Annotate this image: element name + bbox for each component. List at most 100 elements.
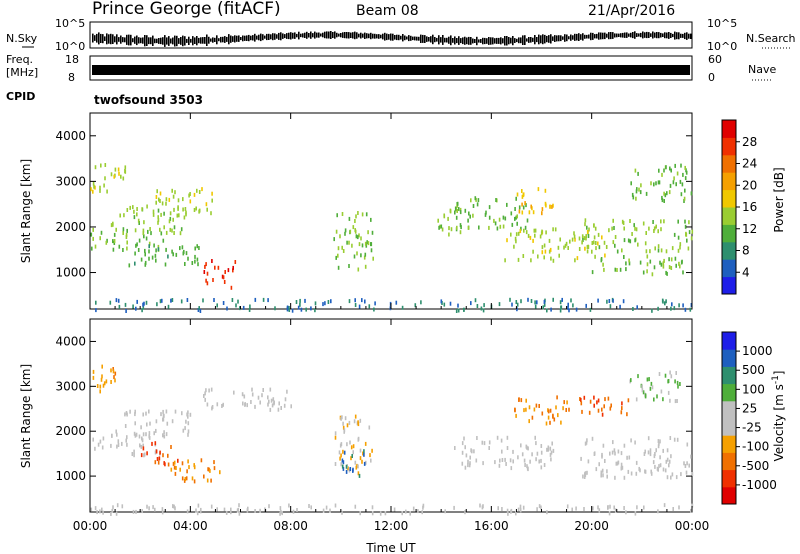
data-cell	[185, 251, 188, 256]
noise-sample	[346, 32, 348, 39]
noise-sample	[212, 37, 214, 43]
data-cell	[254, 509, 256, 513]
data-cell	[673, 437, 676, 442]
data-cell	[151, 441, 153, 446]
data-cell	[617, 449, 620, 454]
data-cell	[662, 397, 664, 402]
data-cell	[184, 262, 186, 266]
data-cell	[113, 232, 116, 237]
data-cell	[270, 398, 273, 403]
data-cell	[172, 252, 174, 257]
data-cell	[105, 379, 108, 384]
data-cell	[494, 460, 496, 465]
data-cell	[675, 182, 677, 187]
data-cell	[468, 211, 470, 216]
noise-sample	[260, 33, 262, 42]
noise-sample	[162, 37, 164, 45]
data-cell	[605, 245, 608, 249]
data-cell	[520, 443, 522, 448]
data-cell	[623, 506, 625, 510]
noise-sample	[402, 34, 404, 42]
data-cell	[210, 478, 212, 483]
data-cell	[516, 221, 518, 226]
data-cell	[496, 435, 499, 440]
data-cell	[115, 298, 118, 303]
data-cell	[467, 459, 469, 464]
data-cell	[659, 260, 661, 265]
data-cell	[299, 302, 301, 307]
data-cell	[172, 217, 174, 222]
colorbar-segment	[722, 172, 736, 191]
data-cell	[370, 248, 373, 253]
data-cell	[679, 245, 681, 250]
data-cell	[182, 251, 185, 256]
data-cell	[595, 241, 597, 245]
data-cell	[118, 171, 120, 176]
noise-sample	[292, 32, 294, 39]
noise-sample	[108, 34, 110, 44]
data-cell	[523, 458, 526, 463]
data-cell	[334, 462, 337, 466]
noise-sample	[232, 36, 234, 42]
data-cell	[177, 198, 180, 203]
data-cell	[366, 240, 368, 245]
data-cell	[330, 299, 332, 304]
data-cell	[684, 224, 687, 229]
data-cell	[467, 218, 469, 223]
data-cell	[142, 412, 144, 417]
data-cell	[524, 463, 526, 467]
data-cell	[342, 421, 344, 426]
data-cell	[163, 430, 165, 435]
colorbar-segment	[722, 400, 736, 419]
data-cell	[586, 245, 589, 249]
data-cell	[159, 191, 162, 196]
data-cell	[165, 230, 168, 235]
data-cell	[529, 459, 531, 464]
data-cell	[614, 243, 616, 248]
data-cell	[580, 397, 582, 402]
data-cell	[550, 450, 553, 455]
data-cell	[166, 421, 169, 426]
data-cell	[514, 236, 517, 241]
data-cell	[134, 228, 137, 233]
data-cell	[645, 191, 648, 196]
data-cell	[206, 402, 209, 407]
data-cell	[357, 437, 360, 442]
data-cell	[322, 302, 324, 307]
data-cell	[167, 254, 169, 259]
noise-strip: N.Sky 10^5 10^0 10^5 10^0 N.Search	[6, 17, 796, 53]
data-cell	[198, 306, 200, 311]
data-cell	[516, 302, 519, 307]
noise-sample	[420, 34, 422, 43]
data-cell	[324, 301, 326, 306]
data-cell	[269, 387, 272, 392]
noise-sample	[208, 36, 210, 44]
data-cell	[537, 187, 540, 192]
noise-sample	[536, 37, 538, 43]
data-cell	[684, 165, 686, 170]
data-cell	[684, 219, 686, 224]
velocity-data-cells	[90, 364, 694, 516]
data-cell	[657, 229, 659, 234]
data-cell	[651, 272, 654, 277]
data-cell	[630, 181, 632, 186]
data-cell	[135, 243, 137, 248]
data-cell	[126, 412, 128, 417]
data-cell	[454, 210, 456, 215]
noise-sample	[368, 33, 370, 39]
data-cell	[459, 207, 462, 212]
data-cell	[163, 413, 165, 418]
data-cell	[347, 466, 349, 471]
noise-sample	[308, 33, 310, 38]
data-cell	[395, 300, 398, 305]
data-cell	[438, 225, 440, 230]
data-cell	[165, 247, 167, 252]
data-cell	[668, 265, 671, 270]
data-cell	[645, 231, 647, 235]
data-cell	[660, 227, 662, 232]
data-cell	[611, 450, 614, 455]
data-cell	[676, 171, 679, 176]
data-cell	[155, 449, 158, 454]
colorbar-segment	[722, 418, 736, 436]
data-cell	[401, 305, 404, 310]
